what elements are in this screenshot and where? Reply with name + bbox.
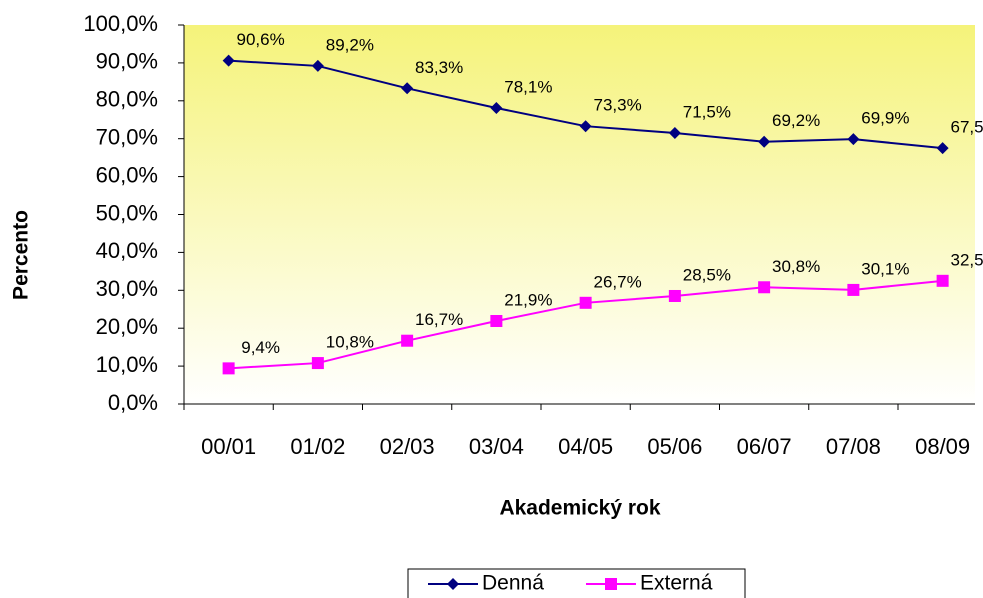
data-label: 26,7%	[594, 272, 642, 291]
y-tick-label: 60,0%	[96, 162, 158, 187]
x-tick-label: 06/07	[737, 434, 792, 459]
y-tick-label: 100,0%	[83, 11, 158, 36]
y-tick-label: 30,0%	[96, 276, 158, 301]
marker	[936, 274, 949, 287]
marker	[668, 127, 681, 140]
data-label: 71,5%	[683, 102, 731, 121]
data-label: 67,5%	[951, 118, 983, 137]
marker	[668, 289, 681, 302]
legend-label: Externá	[640, 572, 713, 595]
data-label: 28,5%	[683, 265, 731, 284]
marker	[579, 296, 592, 309]
marker	[758, 135, 771, 148]
x-tick-label: 07/08	[826, 434, 881, 459]
x-tick-label: 08/09	[915, 434, 970, 459]
marker	[311, 59, 324, 72]
x-tick-label: 00/01	[201, 434, 256, 459]
legend-label: Denná	[482, 572, 544, 595]
marker	[222, 362, 235, 375]
marker	[847, 133, 860, 146]
x-tick-label: 04/05	[558, 434, 613, 459]
y-tick-label: 10,0%	[96, 352, 158, 377]
data-label: 89,2%	[326, 35, 374, 54]
data-label: 9,4%	[241, 338, 280, 357]
data-label: 30,1%	[861, 259, 909, 278]
data-label: 69,2%	[772, 111, 820, 130]
y-tick-label: 90,0%	[96, 49, 158, 74]
x-axis-title: Akademický rok	[499, 497, 660, 520]
legend-marker	[447, 578, 459, 590]
marker	[490, 102, 503, 115]
marker	[311, 357, 324, 370]
data-label: 30,8%	[772, 257, 820, 276]
data-label: 32,5%	[951, 250, 983, 269]
data-label: 90,6%	[237, 30, 285, 49]
marker	[490, 314, 503, 327]
y-tick-label: 70,0%	[96, 125, 158, 150]
marker	[222, 54, 235, 67]
plot-area	[184, 25, 975, 404]
data-label: 21,9%	[504, 290, 552, 309]
marker	[936, 142, 949, 155]
marker	[579, 120, 592, 133]
marker	[401, 82, 414, 95]
y-tick-label: 0,0%	[108, 390, 158, 415]
data-label: 16,7%	[415, 310, 463, 329]
y-tick-label: 20,0%	[96, 314, 158, 339]
data-label: 78,1%	[504, 77, 552, 96]
marker	[401, 334, 414, 347]
y-axis-title: Percento	[10, 210, 33, 300]
marker	[758, 281, 771, 294]
x-tick-label: 05/06	[647, 434, 702, 459]
y-tick-label: 80,0%	[96, 87, 158, 112]
x-tick-label: 01/02	[290, 434, 345, 459]
x-tick-label: 02/03	[380, 434, 435, 459]
legend-marker	[605, 578, 617, 590]
x-tick-label: 03/04	[469, 434, 524, 459]
marker	[847, 283, 860, 296]
data-label: 10,8%	[326, 333, 374, 352]
data-label: 73,3%	[594, 96, 642, 115]
y-tick-label: 50,0%	[96, 200, 158, 225]
y-tick-label: 40,0%	[96, 238, 158, 263]
data-label: 69,9%	[861, 109, 909, 128]
data-label: 83,3%	[415, 58, 463, 77]
